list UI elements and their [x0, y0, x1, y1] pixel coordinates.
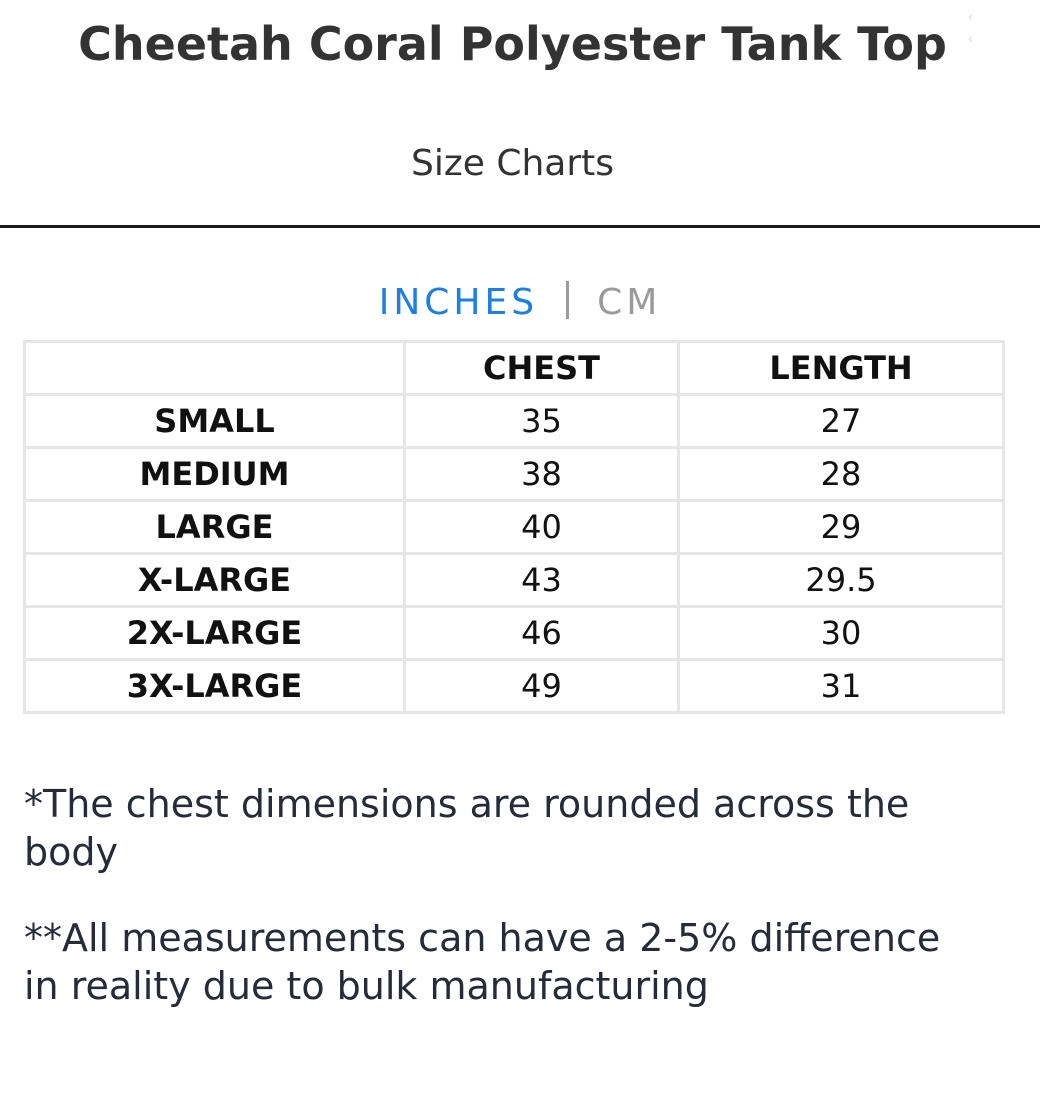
size-cell: SMALL	[23, 393, 406, 449]
page-subtitle: Size Charts	[410, 143, 615, 184]
chest-cell: 49	[403, 658, 680, 714]
size-chart-table: CHEST LENGTH SMALL 35 27 MEDIUM 38 28 LA…	[23, 340, 1005, 714]
cm-tab[interactable]: CM	[597, 282, 662, 323]
inches-tab[interactable]: INCHES	[378, 282, 539, 323]
unit-divider	[566, 281, 570, 319]
size-cell: 3X-LARGE	[23, 658, 406, 714]
measurement-note: **All measurements can have a 2-5% diffe…	[24, 916, 941, 1008]
length-cell: 29.5	[677, 552, 1005, 608]
chevron-down-icon: ‹	[968, 32, 973, 46]
chest-note: *The chest dimensions are rounded across…	[24, 782, 910, 874]
size-column-header	[23, 340, 406, 396]
table-row: 3X-LARGE 49 31	[23, 658, 1005, 714]
table-row: X-LARGE 43 29.5	[23, 552, 1005, 608]
chest-cell: 38	[403, 446, 680, 502]
chest-cell: 35	[403, 393, 680, 449]
length-cell: 29	[677, 499, 1005, 555]
length-column-header: LENGTH	[677, 340, 1005, 396]
chest-cell: 40	[403, 499, 680, 555]
table-row: MEDIUM 38 28	[23, 446, 1005, 502]
length-cell: 30	[677, 605, 1005, 661]
chest-cell: 43	[403, 552, 680, 608]
size-cell: 2X-LARGE	[23, 605, 406, 661]
chest-column-header: CHEST	[403, 340, 680, 396]
table-row: LARGE 40 29	[23, 499, 1005, 555]
length-cell: 31	[677, 658, 1005, 714]
length-cell: 28	[677, 446, 1005, 502]
size-cell: LARGE	[23, 499, 406, 555]
header: Cheetah Coral Polyester Tank Top Size Ch…	[0, 0, 1040, 228]
size-cell: X-LARGE	[23, 552, 406, 608]
length-cell: 27	[677, 393, 1005, 449]
scroll-indicator[interactable]: ‹ ‹	[968, 6, 980, 56]
table-row: 2X-LARGE 46 30	[23, 605, 1005, 661]
page-title: Cheetah Coral Polyester Tank Top	[78, 17, 947, 71]
chest-cell: 46	[403, 605, 680, 661]
table-header-row: CHEST LENGTH	[23, 340, 1005, 396]
chevron-up-icon: ‹	[968, 10, 973, 24]
table-row: SMALL 35 27	[23, 393, 1005, 449]
unit-toggle: INCHES CM	[0, 278, 1040, 328]
size-cell: MEDIUM	[23, 446, 406, 502]
